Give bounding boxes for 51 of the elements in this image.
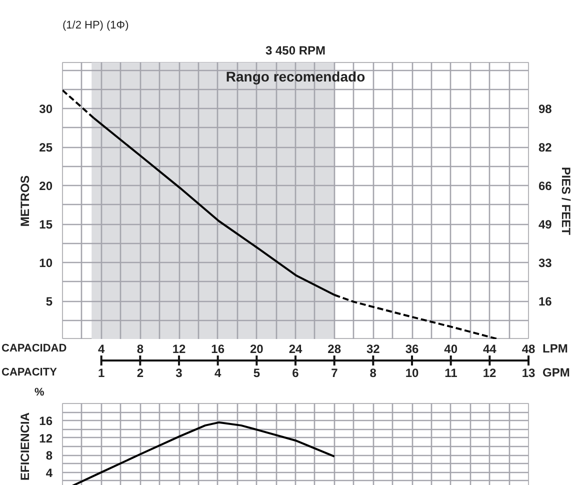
x-tick-label: 8: [136, 342, 144, 356]
y-tick-label: 12: [39, 431, 53, 446]
y-tick-label: 15: [39, 218, 53, 232]
text: %: [34, 386, 44, 398]
x-tick-label: 4: [98, 342, 105, 356]
y2-axis-title: PIES / FEET: [558, 166, 573, 236]
x2-tick-label: 13: [522, 366, 536, 380]
text: GPM: [542, 366, 570, 380]
x2-tick-label: 4: [214, 366, 222, 380]
band-label: Rango recomendado: [226, 68, 366, 84]
y-tick-label: 8: [46, 448, 53, 463]
y-tick-label: 16: [39, 414, 53, 428]
x-tick-label: 40: [444, 342, 458, 356]
y-axis-title: METROS: [18, 175, 32, 227]
x-tick-label: 44: [482, 342, 497, 356]
y2-tick-label: 98: [538, 102, 552, 116]
x-tick-label: 24: [288, 342, 302, 356]
y-tick-label: 5: [46, 294, 53, 309]
x2-tick-label: 3: [176, 366, 183, 380]
y2-tick-label: 82: [538, 140, 552, 155]
text: LPM: [542, 342, 568, 356]
x-axis-title: CAPACIDAD: [2, 342, 67, 354]
chart-subtitle: 3 450 RPM: [265, 44, 326, 58]
x-tick-label: 36: [405, 342, 419, 356]
x-tick-label: 20: [250, 342, 264, 356]
y-tick-label: 4: [46, 466, 53, 480]
y-axis-title: EFICIENCIA: [18, 412, 32, 480]
x-tick-label: 28: [328, 342, 342, 356]
x2-tick-label: 2: [136, 366, 144, 380]
x-tick-label: 16: [211, 342, 225, 356]
y-tick-label: 10: [39, 256, 53, 270]
y-tick-label: 20: [39, 179, 53, 194]
x2-tick-label: 10: [405, 366, 419, 380]
y-tick-label: 30: [39, 102, 53, 116]
x2-axis-title: CAPACITY: [2, 366, 58, 378]
chart-title: (1/2 HP) (1Φ): [62, 20, 129, 32]
y2-tick-label: 66: [538, 179, 552, 194]
y2-tick-label: 49: [538, 218, 552, 232]
y2-tick-label: 16: [538, 294, 552, 309]
x2-tick-label: 6: [292, 366, 300, 380]
x2-tick-label: 1: [98, 366, 106, 380]
x2-tick-label: 7: [331, 366, 338, 380]
y2-tick-label: 33: [538, 256, 552, 270]
x-tick-label: 48: [522, 342, 536, 356]
y-tick-label: 25: [39, 140, 53, 155]
x-tick-label: 32: [366, 342, 380, 356]
x2-tick-label: 11: [444, 366, 458, 380]
x2-tick-label: 8: [370, 366, 377, 380]
x-tick-label: 12: [172, 342, 186, 356]
x2-tick-label: 12: [482, 366, 497, 380]
x2-tick-label: 5: [253, 366, 260, 380]
